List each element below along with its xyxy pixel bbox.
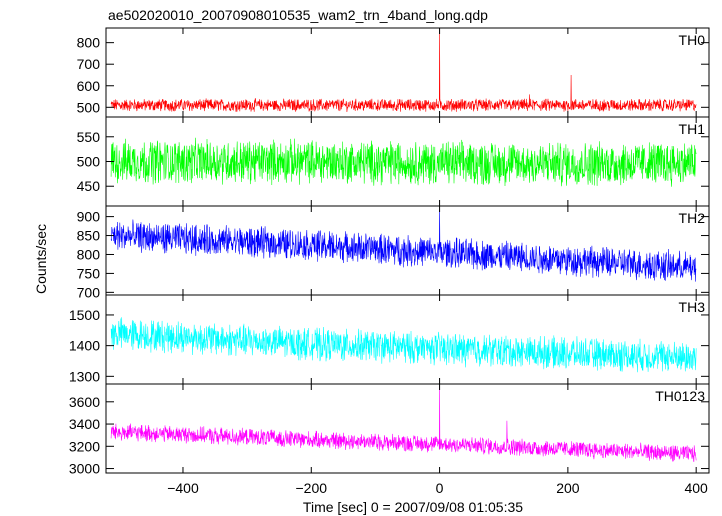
series-line-th1 <box>110 137 697 187</box>
y-tick-label: 1400 <box>69 338 100 354</box>
y-tick-label: 700 <box>77 284 101 300</box>
y-tick-label: 1500 <box>69 307 100 323</box>
chart-title: ae502020010_20070908010535_wam2_trn_4ban… <box>108 7 488 23</box>
y-axis-label: Counts/sec <box>33 224 49 294</box>
y-tick-label: 3200 <box>69 438 100 454</box>
x-tick-label: −400 <box>167 480 199 496</box>
series-label-th0: TH0 <box>679 32 706 48</box>
y-tick-label: 500 <box>77 154 101 170</box>
y-tick-label: 1300 <box>69 368 100 384</box>
series-label-th1: TH1 <box>679 121 706 137</box>
y-tick-label: 500 <box>77 99 101 115</box>
x-axis: −400 −200 0 200 400 <box>167 480 708 496</box>
y-tick-label: 3000 <box>69 461 100 477</box>
series-line-th3 <box>110 317 697 373</box>
x-tick-label: −200 <box>296 480 328 496</box>
x-tick-label: 0 <box>436 480 444 496</box>
y-tick-label: 3600 <box>69 394 100 410</box>
series-label-th3: TH3 <box>679 299 706 315</box>
panel-th1: 450 500 550 TH1 <box>77 116 710 207</box>
panel-th0123: 3000 3200 3400 3600 TH0123 <box>69 383 710 477</box>
x-tick-label: 200 <box>556 480 580 496</box>
panels: 500 600 700 800 TH0 450 500 550 TH1 700 750 800 850 9… <box>69 27 710 477</box>
y-tick-label: 550 <box>77 129 101 145</box>
y-tick-label: 600 <box>77 78 101 94</box>
y-tick-label: 700 <box>77 56 101 72</box>
series-label-th2: TH2 <box>679 210 706 226</box>
series-line-th2 <box>110 209 697 282</box>
x-axis-label: Time [sec] 0 = 2007/09/08 01:05:35 <box>303 499 523 515</box>
y-tick-label: 750 <box>77 265 101 281</box>
panel-th2: 700 750 800 850 900 TH2 <box>77 205 710 300</box>
y-tick-label: 3400 <box>69 416 100 432</box>
panel-frame <box>105 383 710 474</box>
series-line-th0 <box>110 29 697 113</box>
y-tick-label: 800 <box>77 246 101 262</box>
y-tick-label: 800 <box>77 35 101 51</box>
y-tick-label: 900 <box>77 209 101 225</box>
series-label-th0123: TH0123 <box>655 388 705 404</box>
panel-th0: 500 600 700 800 TH0 <box>77 27 710 118</box>
x-tick-label: 400 <box>684 480 708 496</box>
series-line-th0123 <box>110 386 697 462</box>
y-tick-label: 850 <box>77 228 101 244</box>
y-tick-label: 450 <box>77 178 101 194</box>
panel-th3: 1300 1400 1500 TH3 <box>69 294 710 385</box>
